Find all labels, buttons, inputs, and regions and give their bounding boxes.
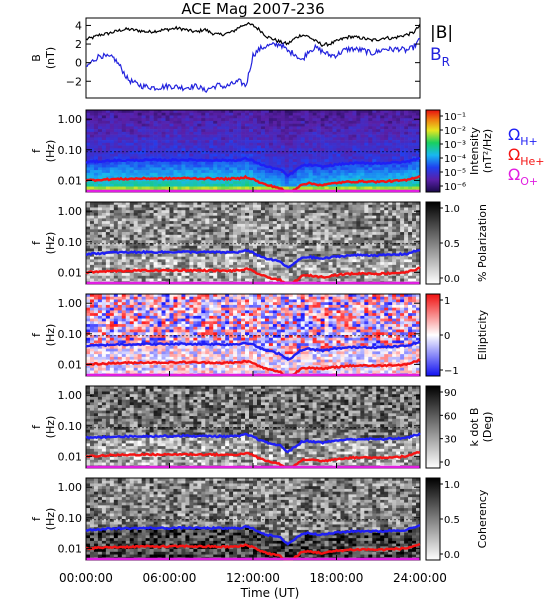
coherency-colorbar-tick-label: 1.0 — [444, 480, 460, 491]
intensity-ylabel-sub: (Hz) — [44, 140, 57, 163]
k-dot-b-colorbar-tick-label: 0 — [444, 458, 450, 469]
k-dot-b-ytick-label: 1.00 — [58, 389, 83, 402]
he-plus-gyrofrequency-line — [85, 543, 421, 561]
coherency-ytick-label: 0.01 — [58, 542, 83, 555]
k-dot-b-heatmap-cells — [86, 386, 421, 469]
polarization-panel: 1.00 0.10 0.01 f (Hz) 1.0 0.5 0.0 % Polarization — [30, 201, 489, 285]
coherency-colorbar-tick-label: 0.0 — [444, 550, 460, 561]
polarization-ytick-label: 0.10 — [58, 236, 83, 249]
intensity-colorbar-units: (nT²/Hz) — [481, 129, 494, 173]
coherency-ylabel-sub: (Hz) — [44, 508, 57, 531]
polarization-colorbar-tick-label: 0.0 — [444, 274, 460, 285]
k-dot-b-ytick-label: 0.01 — [58, 450, 83, 463]
k-dot-b-panel: 1.00 0.10 0.01 f (Hz) 90 60 30 0 k dot B (Deg) — [30, 385, 494, 469]
intensity-ytick-label: 0.10 — [58, 144, 83, 157]
k-dot-b-colorbar — [425, 385, 441, 469]
ellipticity-ytick-label: 1.00 — [58, 297, 83, 310]
coherency-ylabel-main: f — [30, 516, 43, 521]
polarization-colorbar-tick-label: 1.0 — [444, 204, 460, 215]
polarization-ylabel-sub: (Hz) — [44, 232, 57, 255]
h-plus-gyrofrequency-line — [85, 432, 421, 454]
he-plus-gyrofrequency-line — [85, 174, 421, 193]
ellipticity-colorbar-tick-label: −1 — [444, 366, 459, 377]
x-tick-label: 00:00:00 — [59, 571, 113, 585]
coherency-ytick-label: 0.10 — [58, 512, 83, 525]
intensity-colorbar-title: Intensity — [468, 127, 481, 175]
ellipticity-ylabel-sub: (Hz) — [44, 324, 57, 347]
intensity-panel: 1.00 0.10 0.01 f (Hz) 10⁻¹ 10⁻² 10⁻³ 10⁻⁴ 10⁻⁵ 10⁻… — [30, 109, 494, 193]
k-dot-b-colorbar-units: (Deg) — [481, 412, 494, 443]
intensity-colorbar-tick-label: 10⁻³ — [444, 140, 466, 151]
k-dot-b-colorbar-tick-label: 30 — [444, 435, 457, 446]
he-plus-gyrofrequency-line — [85, 451, 421, 469]
intensity-colorbar-tick-label: 10⁻⁵ — [444, 168, 466, 179]
intensity-colorbar-tick-label: 10⁻⁴ — [444, 154, 466, 165]
coherency-colorbar-title: Coherency — [476, 489, 489, 548]
k-dot-b-ytick-label: 0.10 — [58, 420, 83, 433]
b-ytick-label: 2 — [75, 38, 82, 51]
h-plus-gyrofrequency-line — [85, 524, 421, 546]
b-ylabel-sub: (nT) — [44, 47, 57, 69]
k-dot-b-ylabel-sub: (Hz) — [44, 416, 57, 439]
ellipticity-panel: 1.00 0.10 0.01 f (Hz) 1 0 −1 Ellipticity — [30, 293, 489, 377]
ellipticity-colorbar-title: Ellipticity — [476, 309, 489, 360]
k-dot-b-colorbar-tick-label: 90 — [444, 388, 457, 399]
legend-b-total: |B| — [430, 23, 453, 43]
x-tick-label: 18:00:00 — [310, 571, 364, 585]
polarization-colorbar-title: % Polarization — [476, 204, 489, 282]
x-tick-label: 12:00:00 — [226, 571, 280, 585]
intensity-colorbar-tick-label: 10⁻⁶ — [444, 182, 466, 193]
b-ytick-label: 4 — [75, 19, 82, 32]
coherency-panel: 1.00 0.10 0.01 f (Hz) 1.0 0.5 0.0 Coherency — [30, 477, 489, 561]
coherency-ytick-label: 1.00 — [58, 481, 83, 494]
legend-omega-h: ΩH+ — [508, 125, 538, 148]
polarization-colorbar — [425, 201, 441, 285]
ellipticity-colorbar-tick-label: 1 — [444, 296, 450, 307]
b-series-line — [85, 21, 421, 48]
coherency-colorbar — [425, 477, 441, 561]
coherency-colorbar-tick-label: 0.5 — [444, 515, 460, 526]
k-dot-b-colorbar-tick-label: 60 — [444, 411, 457, 422]
b-ytick-label: 0 — [75, 57, 82, 70]
x-axis-label: Time (UT) — [240, 586, 300, 600]
h-plus-gyrofrequency-line — [85, 156, 421, 178]
ellipticity-colorbar-tick-label: 0 — [444, 331, 450, 342]
k-dot-b-ylabel-main: f — [30, 424, 43, 429]
polarization-ylabel-main: f — [30, 240, 43, 245]
gyrofrequency-legend: ΩH+ ΩHe+ ΩO+ — [508, 125, 545, 188]
intensity-ytick-label: 1.00 — [58, 113, 83, 126]
polarization-colorbar-tick-label: 0.5 — [444, 239, 460, 250]
ellipticity-ylabel-main: f — [30, 332, 43, 337]
he-plus-gyrofrequency-line — [85, 266, 421, 285]
intensity-colorbar-tick-label: 10⁻² — [444, 126, 466, 137]
legend-omega-he: ΩHe+ — [508, 145, 545, 168]
h-plus-gyrofrequency-line — [86, 248, 421, 269]
he-plus-gyrofrequency-line — [85, 358, 421, 377]
ellipticity-colorbar — [425, 293, 441, 377]
polarization-ytick-label: 1.00 — [58, 205, 83, 218]
intensity-colorbar — [425, 109, 441, 193]
intensity-colorbar-tick-label: 10⁻¹ — [444, 112, 466, 123]
x-axis-tick-labels: 00:00:00 06:00:00 12:00:00 18:00:00 24:00:00 — [59, 571, 447, 585]
ellipticity-ytick-label: 0.10 — [58, 328, 83, 341]
b-ytick-label: −2 — [66, 75, 82, 88]
legend-b-radial: BR — [430, 45, 450, 69]
x-tick-label: 06:00:00 — [143, 571, 197, 585]
intensity-ytick-label: 0.01 — [58, 174, 83, 187]
chart-title: ACE Mag 2007-236 — [181, 0, 324, 18]
k-dot-b-colorbar-title: k dot B — [468, 408, 481, 447]
b-ylabel-main: B — [30, 54, 43, 62]
x-tick-label: 24:00:00 — [393, 571, 447, 585]
legend-omega-o: ΩO+ — [508, 165, 538, 188]
h-plus-gyrofrequency-line — [85, 340, 421, 362]
ellipticity-ytick-label: 0.01 — [58, 358, 83, 371]
polarization-ytick-label: 0.01 — [58, 266, 83, 279]
magnetic-field-panel: 4 2 0 −2 B (nT) |B| BR — [30, 17, 453, 99]
intensity-ylabel-main: f — [30, 148, 43, 153]
b-series-line — [85, 37, 421, 93]
